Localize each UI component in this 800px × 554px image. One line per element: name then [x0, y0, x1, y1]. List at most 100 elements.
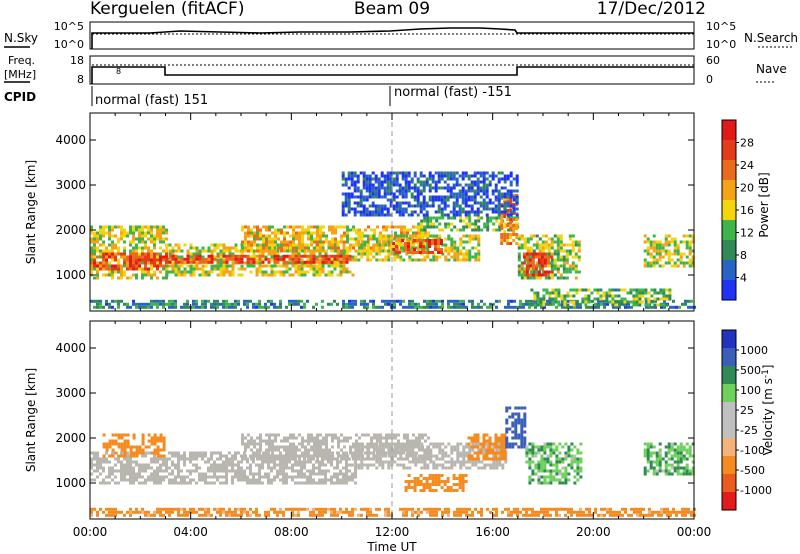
velocity-cell	[168, 457, 171, 461]
power-cell	[491, 207, 495, 211]
power-cell	[274, 234, 277, 238]
power-cell	[658, 240, 662, 244]
power-cell	[108, 261, 111, 265]
power-cell	[437, 177, 441, 181]
power-cell	[525, 270, 529, 274]
power-cell	[135, 252, 138, 256]
power-cell	[300, 267, 304, 271]
power-cell	[405, 305, 408, 309]
power-cell	[584, 303, 588, 307]
power-cell	[470, 204, 474, 208]
velocity-cell	[192, 478, 195, 482]
power-cell	[425, 201, 429, 205]
power-cell	[512, 230, 516, 233]
velocity-cell	[274, 454, 277, 458]
velocity-cell	[414, 454, 418, 458]
velocity-cell	[117, 510, 120, 514]
power-cell	[262, 246, 265, 250]
power-cell	[452, 195, 456, 199]
velocity-cell	[276, 510, 279, 514]
power-cell	[471, 234, 475, 238]
velocity-cell	[216, 463, 219, 467]
velocity-cell	[393, 448, 397, 452]
power-cell	[532, 276, 536, 280]
power-cell	[506, 224, 510, 227]
velocity-cell	[268, 436, 271, 440]
power-cell	[321, 267, 325, 271]
power-cell	[358, 228, 361, 232]
power-cell	[581, 288, 585, 292]
power-cell	[411, 305, 414, 309]
velocity-cell	[345, 478, 348, 482]
velocity-cell	[471, 448, 475, 452]
power-cell	[468, 237, 472, 241]
power-cell	[250, 249, 253, 253]
velocity-cell	[96, 510, 99, 514]
power-cell	[443, 195, 447, 199]
velocity-cell	[261, 475, 264, 479]
velocity-cell	[321, 463, 324, 467]
power-cell	[641, 294, 645, 298]
power-cell	[549, 255, 553, 259]
power-cell	[333, 264, 337, 268]
power-cell	[495, 299, 498, 303]
power-cell	[365, 180, 369, 184]
power-cell	[249, 260, 253, 264]
velocity-cell	[322, 457, 325, 461]
power-cell	[356, 210, 360, 214]
power-cell	[565, 249, 569, 253]
power-cell	[111, 249, 114, 253]
power-cell	[132, 246, 135, 250]
velocity-cell	[210, 454, 213, 458]
power-cell	[255, 273, 259, 277]
velocity-cell	[403, 457, 406, 461]
velocity-cell	[268, 433, 271, 437]
power-cell	[270, 273, 274, 277]
velocity-cell	[102, 460, 105, 464]
power-cell	[449, 189, 453, 193]
power-cell	[539, 297, 543, 301]
power-cell	[241, 225, 244, 229]
power-cell	[437, 204, 441, 208]
power-cell	[665, 294, 669, 298]
power-cell	[534, 305, 537, 309]
power-cell	[611, 297, 615, 301]
velocity-cell	[189, 481, 192, 485]
velocity-cell	[114, 457, 117, 461]
power-cell	[550, 264, 554, 268]
power-cell	[304, 228, 307, 232]
velocity-cell	[285, 466, 288, 470]
power-cell	[410, 213, 414, 217]
power-cell	[352, 228, 355, 232]
power-cell	[422, 204, 426, 208]
velocity-cell	[351, 507, 354, 511]
power-cell	[250, 234, 253, 238]
power-cell	[459, 252, 463, 256]
velocity-cell	[108, 475, 111, 479]
power-cell	[416, 180, 420, 184]
power-cell	[295, 249, 298, 253]
velocity-cell	[354, 454, 358, 458]
power-cell	[435, 219, 439, 223]
power-cell	[90, 258, 93, 262]
power-cell	[535, 270, 539, 274]
power-cell	[265, 237, 268, 241]
velocity-cell	[288, 466, 291, 470]
power-cell	[377, 180, 381, 184]
power-cell	[189, 255, 193, 259]
power-cell	[204, 264, 208, 268]
velocity-cell	[402, 507, 405, 511]
power-cell	[99, 231, 102, 235]
power-cell	[486, 219, 490, 223]
velocity-cell	[403, 433, 406, 437]
power-cell	[434, 198, 438, 202]
power-cell	[465, 225, 469, 229]
power-cell	[492, 302, 495, 306]
power-cell	[90, 267, 93, 271]
power-cell	[404, 242, 407, 245]
power-cell	[344, 183, 348, 187]
power-cell	[195, 267, 199, 271]
power-colorbar-swatch	[722, 260, 736, 281]
power-cell	[515, 213, 519, 217]
power-cell	[207, 246, 211, 250]
